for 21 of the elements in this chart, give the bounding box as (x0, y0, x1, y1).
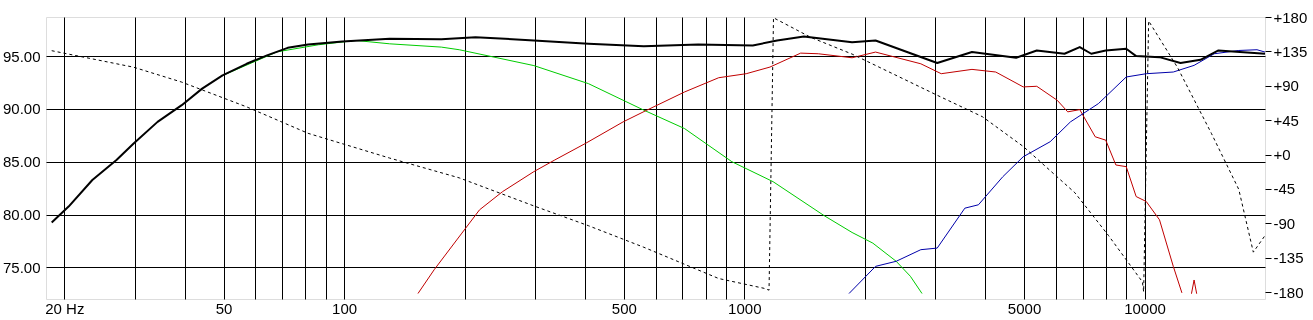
x-tick-label: 5000 (1007, 299, 1042, 317)
y-tick-label: 90.00 (2, 100, 41, 118)
y-tick-label: 95.00 (2, 47, 41, 65)
y2-tick-label: -180 (1273, 283, 1304, 301)
y2-tick-label: +0 (1273, 146, 1291, 164)
y2-tick-label: +135 (1273, 42, 1308, 60)
y-tick-label: 75.00 (2, 258, 41, 276)
x-tick-label: 50 (215, 299, 233, 317)
y2-tick-label: -135 (1273, 249, 1304, 267)
y-tick-label: 80.00 (2, 206, 41, 224)
y-tick-label: 85.00 (2, 153, 41, 171)
x-tick-label: 100 (332, 299, 358, 317)
x-tick-label: 10000 (1124, 299, 1166, 317)
x-tick-label: 500 (611, 299, 637, 317)
x-tick-label: 20 Hz (45, 299, 85, 317)
y2-tick-label: +90 (1273, 77, 1299, 95)
y2-tick-label: +180 (1273, 8, 1308, 26)
y2-tick-label: -45 (1273, 180, 1296, 198)
y2-tick-label: -90 (1273, 214, 1296, 232)
y2-tick-label: +45 (1273, 111, 1299, 129)
x-tick-label: 1000 (728, 299, 762, 317)
